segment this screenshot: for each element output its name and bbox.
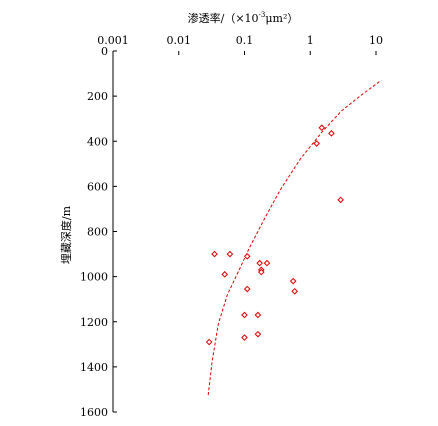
- data-point: [241, 334, 248, 341]
- x-axis-title: 渗透率/（×10-3μm²）: [188, 11, 299, 25]
- y-tick-label: 800: [87, 226, 108, 239]
- data-points-layer: [205, 124, 344, 346]
- x-axis-title-unit: μm²）: [265, 12, 298, 25]
- y-tick-label: 1000: [80, 271, 108, 284]
- y-tick-label: 1400: [80, 361, 108, 374]
- data-point: [254, 330, 262, 338]
- data-point: [257, 268, 265, 276]
- trendline: [207, 79, 382, 396]
- data-point: [205, 338, 213, 346]
- data-point: [211, 250, 218, 258]
- y-tick-label: 600: [87, 180, 108, 193]
- x-tick-label: 10: [369, 34, 383, 47]
- x-axis-title-superscript: -3: [259, 11, 266, 19]
- data-point: [254, 311, 262, 319]
- y-tick-label: 1200: [80, 316, 108, 329]
- data-point: [328, 130, 335, 137]
- data-point: [318, 124, 326, 132]
- y-tick-label: 200: [87, 90, 108, 103]
- x-tick-label: 1: [307, 34, 314, 47]
- axes: 0.001 0.01 0.1 1 10 0 200 400 600 800 1000 1200 1400…: [80, 34, 383, 419]
- y-tick-label: 0: [101, 45, 108, 58]
- data-point: [337, 196, 344, 204]
- data-point: [243, 253, 251, 260]
- y-tick-label: 400: [87, 135, 108, 148]
- data-point: [256, 259, 263, 267]
- x-tick-label: 0.01: [167, 34, 192, 47]
- data-point: [263, 259, 271, 267]
- data-point: [221, 271, 229, 278]
- y-tick-label: 1600: [80, 406, 108, 419]
- y-axis-title: 埋藏深度/m: [59, 205, 73, 264]
- x-tick-label: 0.1: [236, 34, 254, 47]
- data-point: [226, 250, 234, 258]
- data-point: [313, 140, 320, 147]
- data-point: [291, 287, 299, 295]
- x-axis-title-main: 渗透率/（×10: [188, 11, 259, 25]
- data-point: [243, 285, 251, 293]
- trendline-layer: [207, 79, 382, 396]
- data-point: [289, 277, 297, 285]
- data-point: [241, 311, 248, 319]
- x-tick-label: 0.001: [97, 34, 129, 47]
